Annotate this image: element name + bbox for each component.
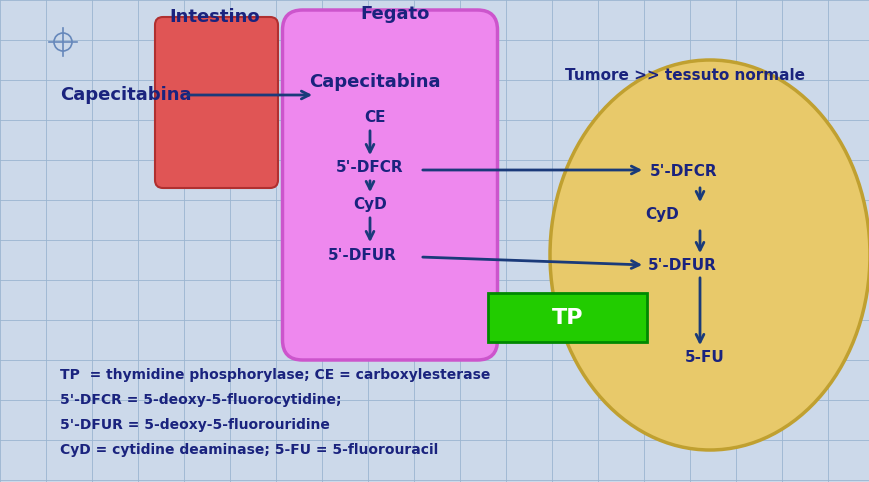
Text: 5-FU: 5-FU xyxy=(685,350,725,365)
FancyBboxPatch shape xyxy=(488,293,647,342)
Text: Fegato: Fegato xyxy=(360,5,429,23)
Text: Tumore >> tessuto normale: Tumore >> tessuto normale xyxy=(565,68,805,83)
Text: 5'-DFUR: 5'-DFUR xyxy=(648,257,717,272)
FancyBboxPatch shape xyxy=(282,10,497,360)
Text: CyD: CyD xyxy=(645,207,679,223)
Text: CyD = cytidine deaminase; 5-FU = 5-fluorouracil: CyD = cytidine deaminase; 5-FU = 5-fluor… xyxy=(60,443,438,457)
Text: 5'-DFUR: 5'-DFUR xyxy=(328,247,396,263)
Text: Capecitabina: Capecitabina xyxy=(60,86,191,104)
Ellipse shape xyxy=(550,60,869,450)
Text: CE: CE xyxy=(364,110,386,125)
Text: 5'-DFCR: 5'-DFCR xyxy=(650,164,718,179)
Text: 5'-DFCR: 5'-DFCR xyxy=(336,161,404,175)
FancyBboxPatch shape xyxy=(155,17,278,188)
Text: 5'-DFUR = 5-deoxy-5-fluorouridine: 5'-DFUR = 5-deoxy-5-fluorouridine xyxy=(60,418,330,432)
Text: Capecitabina: Capecitabina xyxy=(309,73,441,91)
Text: 5'-DFCR = 5-deoxy-5-fluorocytidine;: 5'-DFCR = 5-deoxy-5-fluorocytidine; xyxy=(60,393,342,407)
Text: TP  = thymidine phosphorylase; CE = carboxylesterase: TP = thymidine phosphorylase; CE = carbo… xyxy=(60,368,490,382)
Text: TP: TP xyxy=(552,308,583,327)
Text: Intestino: Intestino xyxy=(169,8,261,26)
Text: CyD: CyD xyxy=(353,198,387,213)
